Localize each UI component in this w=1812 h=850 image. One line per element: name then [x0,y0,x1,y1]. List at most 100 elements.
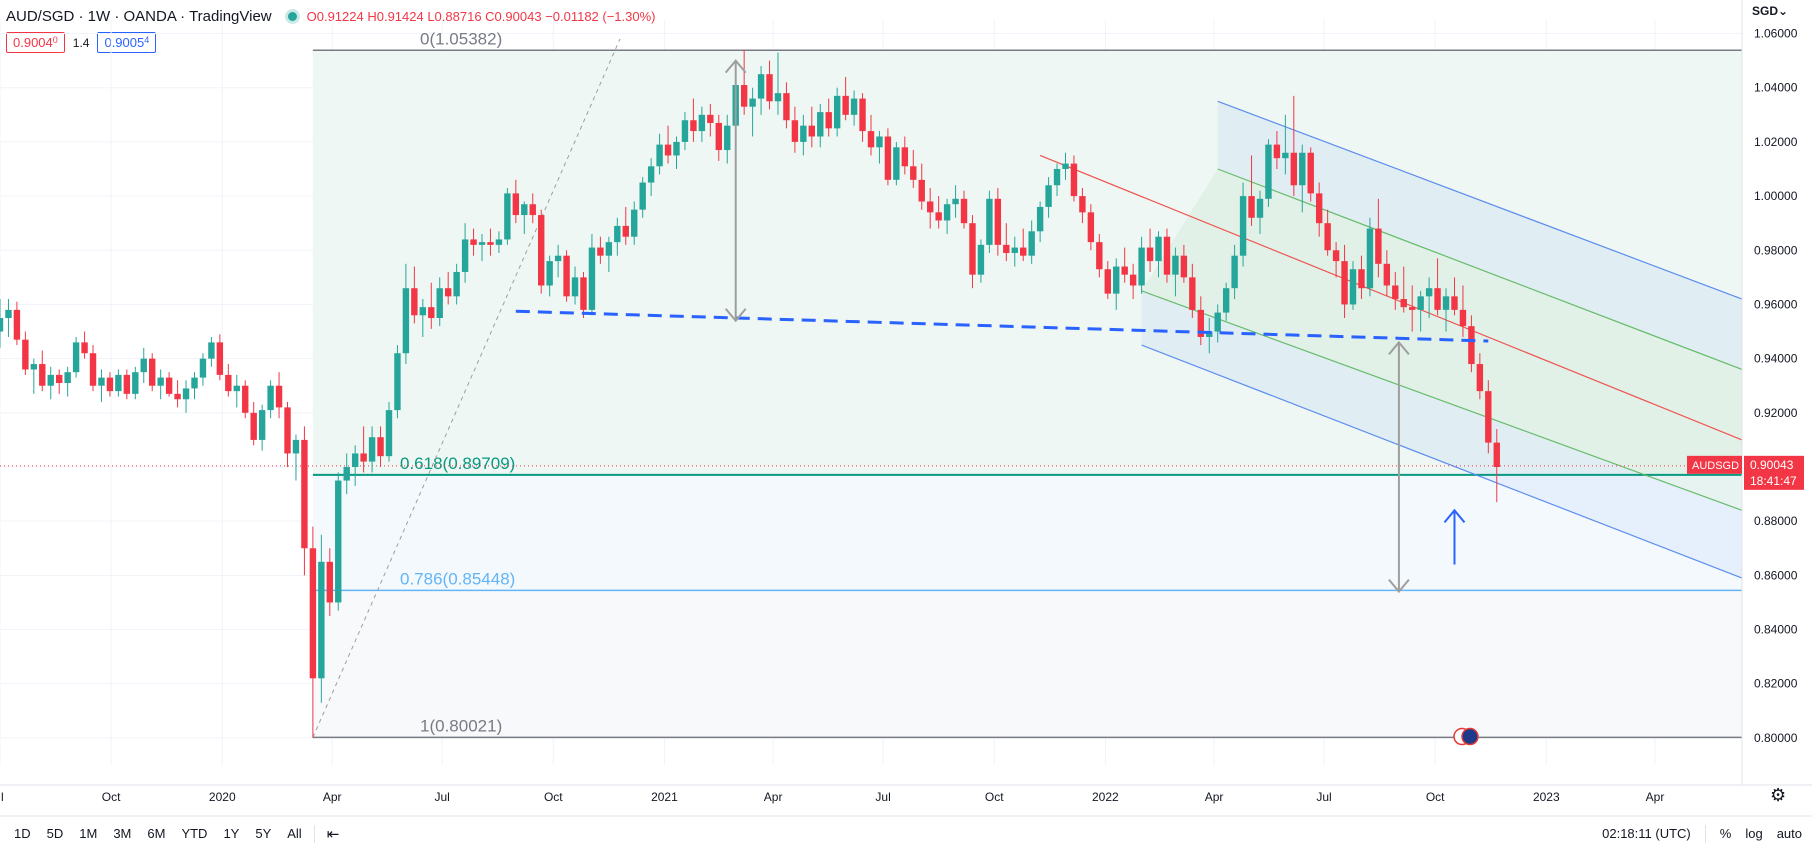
candle[interactable] [368,426,376,473]
candle[interactable] [1273,131,1281,169]
candle[interactable] [580,271,587,318]
candle[interactable] [30,358,38,394]
candle[interactable] [89,345,97,392]
candle[interactable] [1493,429,1500,503]
candle[interactable] [1324,209,1331,256]
candle[interactable] [1358,255,1365,300]
candle[interactable] [351,445,359,486]
timeframe-5d[interactable]: 5D [46,826,64,841]
percent-toggle[interactable]: % [1719,826,1732,841]
candle[interactable] [1442,288,1450,332]
price-axis[interactable]: 1.06000 1.04000 1.02000 1.00000 0.98000 0.960… [1741,0,1798,785]
candle[interactable] [39,350,46,392]
candle[interactable] [766,60,773,110]
candle[interactable] [884,128,892,186]
channel-inner-lower-line[interactable] [1141,290,1743,511]
candle[interactable] [199,353,207,386]
candle[interactable] [174,380,181,408]
candle[interactable] [1409,285,1416,332]
neckline[interactable] [515,309,1489,343]
candle[interactable] [419,299,427,337]
candle[interactable] [952,185,959,218]
candle[interactable] [5,299,12,337]
candle[interactable] [1011,236,1018,267]
clock-time[interactable]: 02:18:11 (UTC) [1602,826,1691,841]
candle[interactable] [284,401,291,467]
candle[interactable] [791,106,799,153]
candle[interactable] [140,347,147,384]
candle[interactable] [64,366,71,397]
candle[interactable] [1400,266,1407,313]
channel-outer-lower-line[interactable] [1141,344,1743,579]
candle[interactable] [859,93,866,142]
candle[interactable] [318,534,325,703]
candle[interactable] [1036,201,1044,243]
currency-selector[interactable]: SGD⌄ [1752,4,1788,18]
candle[interactable] [402,263,410,365]
candle[interactable] [292,434,300,481]
candle[interactable] [1341,244,1348,318]
candle[interactable] [216,334,224,381]
candle[interactable] [225,364,232,397]
candle[interactable] [749,87,756,137]
date-range-icon[interactable]: ⇤ [326,825,340,843]
candle[interactable] [910,150,917,188]
candle[interactable] [72,336,80,378]
candle[interactable] [1045,177,1052,218]
channel-outer-upper-line[interactable] [1217,100,1743,300]
timeframe-ytd[interactable]: YTD [181,826,208,841]
candle[interactable] [1104,261,1111,300]
candle[interactable] [106,372,114,397]
candle[interactable] [385,401,393,462]
log-toggle[interactable]: log [1745,826,1763,841]
candle[interactable] [986,190,993,253]
candle[interactable] [639,177,646,218]
candle[interactable] [1265,139,1272,207]
candle[interactable] [977,239,985,283]
candle[interactable] [1299,144,1306,213]
candle[interactable] [1146,228,1154,272]
candle[interactable] [571,266,579,305]
candle[interactable] [622,206,629,245]
candle[interactable] [1113,258,1120,310]
candle[interactable] [825,98,832,137]
candle[interactable] [326,548,333,616]
candle[interactable] [1172,247,1179,297]
candle[interactable] [918,163,925,210]
gear-icon[interactable]: ⚙ [1770,785,1787,805]
candle[interactable] [1206,318,1213,354]
candle[interactable] [1138,236,1145,294]
candle[interactable] [943,198,951,235]
candle[interactable] [1197,296,1204,346]
candle[interactable] [233,374,240,408]
candle[interactable] [504,187,511,245]
candle[interactable] [1383,250,1391,297]
candle[interactable] [1096,234,1103,278]
candle[interactable] [1214,304,1221,343]
candle[interactable] [1155,231,1162,278]
candle[interactable] [470,228,477,256]
timeframe-3m[interactable]: 3M [113,826,132,841]
candle[interactable] [850,90,858,126]
candle[interactable] [757,66,765,115]
candle[interactable] [673,136,680,169]
candle[interactable] [1307,147,1314,202]
candle[interactable] [876,131,883,164]
candle[interactable] [994,187,1002,256]
candle[interactable] [893,141,900,186]
candle[interactable] [774,52,782,115]
candle[interactable] [521,201,528,235]
candle[interactable] [487,228,494,256]
candle[interactable] [461,223,469,283]
candle[interactable] [597,236,604,264]
candle[interactable] [1282,114,1289,175]
candle[interactable] [1070,155,1078,202]
candle[interactable] [1180,244,1188,283]
candle[interactable] [436,277,443,327]
candle[interactable] [1315,182,1323,237]
measure-arrow[interactable] [724,59,747,323]
candle[interactable] [1003,223,1010,262]
timeframe-1y[interactable]: 1Y [223,826,240,841]
candle[interactable] [1332,242,1340,278]
